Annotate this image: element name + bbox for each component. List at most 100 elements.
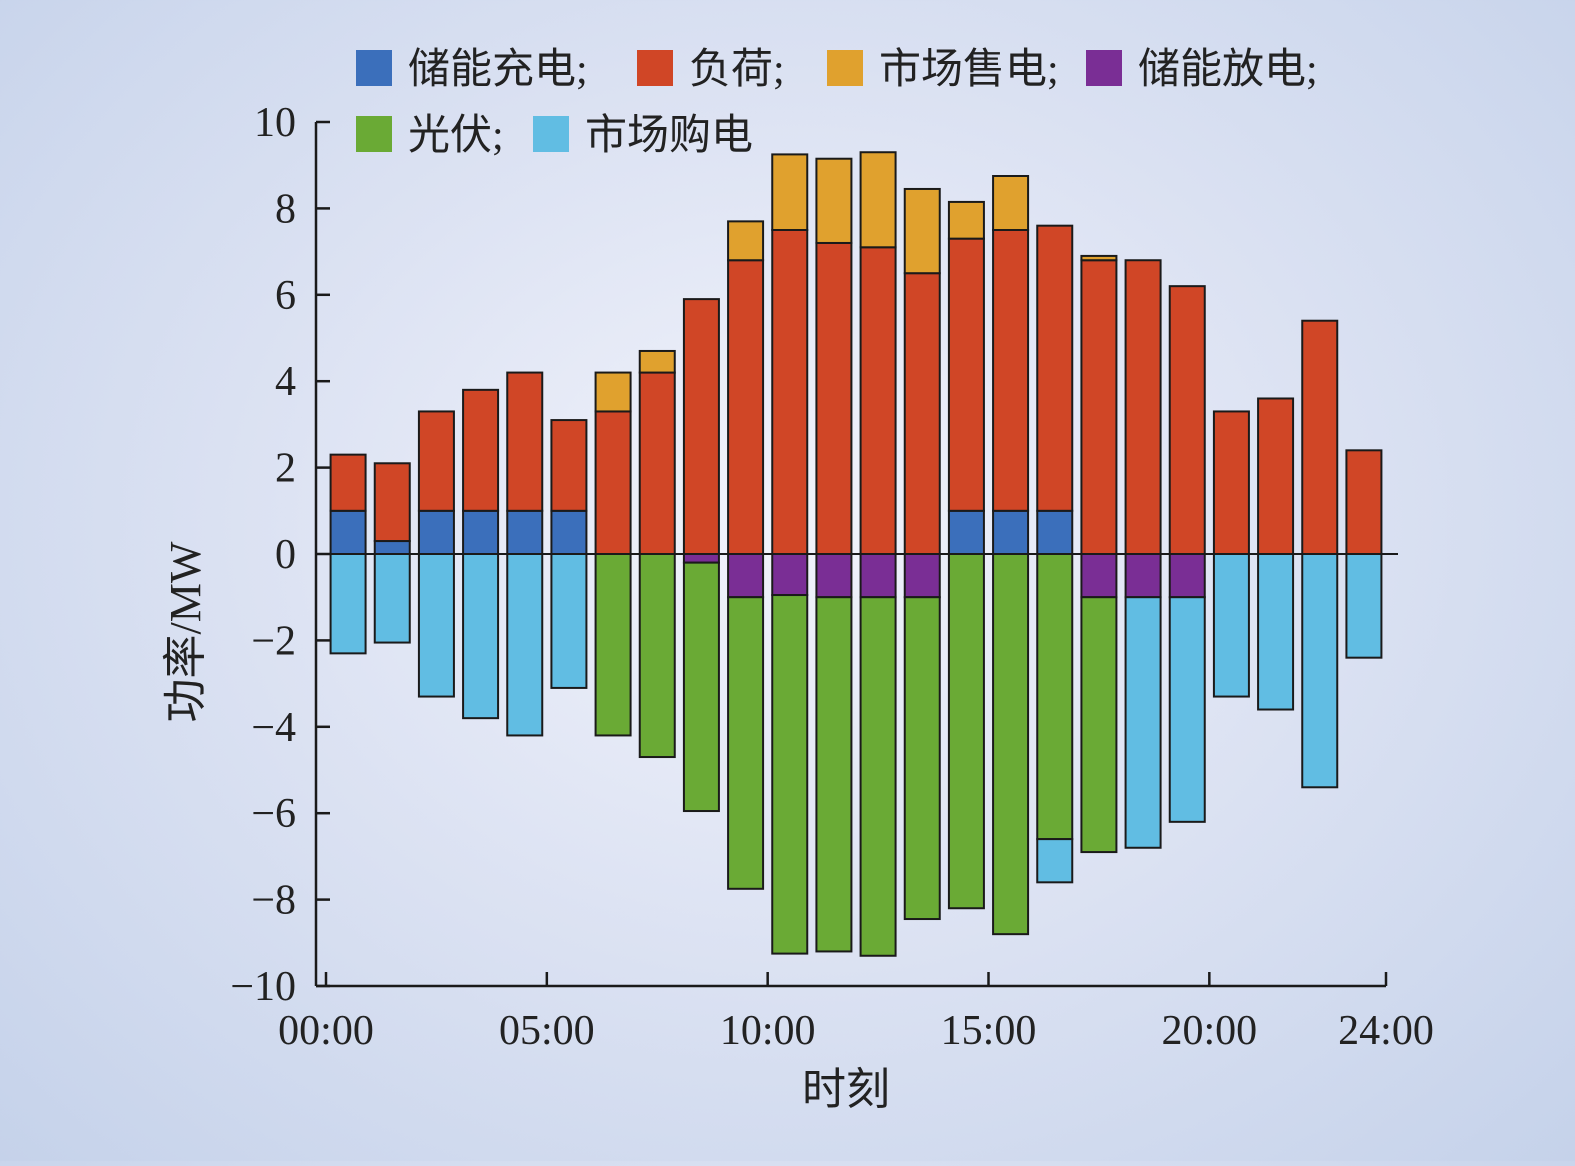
bar-5-hour-14 (903, 596, 941, 921)
bar-6-hour-6 (550, 553, 588, 689)
bar-2-hour-24 (1345, 449, 1383, 556)
bar-4-hour-20 (1168, 553, 1206, 599)
x-tick-label: 15:00 (941, 1008, 1037, 1054)
bar-3-hour-8 (638, 349, 676, 374)
legend-label-3: 市场售电; (879, 46, 1059, 93)
bar-4-hour-10 (727, 553, 765, 599)
bar-4-hour-12 (815, 553, 853, 599)
bar-2-hour-13 (859, 246, 897, 555)
bar-5-hour-15 (947, 553, 985, 910)
bar-6-hour-20 (1168, 596, 1206, 823)
bars-layer (329, 151, 1383, 957)
bar-2-hour-22 (1257, 397, 1295, 556)
bar-2-hour-12 (815, 241, 853, 556)
bar-2-hour-7 (594, 410, 632, 555)
y-tick-label: 4 (275, 359, 296, 405)
bar-1-hour-3 (417, 509, 455, 555)
x-axis-title: 时刻 (802, 1065, 890, 1114)
bar-6-hour-17 (1036, 838, 1074, 884)
y-tick-label: −4 (251, 705, 296, 751)
bar-1-hour-15 (947, 509, 985, 555)
bar-2-hour-11 (771, 229, 809, 555)
legend-swatch-5 (356, 116, 392, 152)
bar-5-hour-17 (1036, 553, 1074, 841)
bar-3-hour-11 (771, 153, 809, 231)
legend-label-1: 储能充电; (408, 47, 588, 93)
y-tick-label: 8 (275, 186, 296, 232)
bar-4-hour-13 (859, 553, 897, 599)
bar-2-hour-2 (373, 462, 411, 543)
bar-5-hour-8 (638, 553, 676, 759)
bar-4-hour-18 (1080, 553, 1118, 599)
bar-3-hour-18 (1080, 254, 1118, 262)
y-tick-label: 6 (275, 273, 296, 319)
bar-3-hour-13 (859, 151, 897, 249)
bar-1-hour-6 (550, 509, 588, 555)
y-tick-label: 2 (275, 446, 296, 492)
legend-swatch-1 (356, 50, 392, 86)
bar-6-hour-2 (373, 553, 411, 644)
y-tick-label: −2 (251, 618, 296, 664)
bar-5-hour-7 (594, 553, 632, 737)
bar-1-hour-2 (373, 540, 411, 555)
bar-3-hour-15 (947, 200, 985, 240)
bar-4-hour-11 (771, 553, 809, 597)
x-tick-label: 00:00 (278, 1008, 374, 1054)
y-tick-label: −10 (230, 964, 296, 1010)
y-axis-title: 功率/MW (161, 541, 210, 722)
bar-2-hour-5 (506, 371, 544, 512)
bar-2-hour-19 (1124, 259, 1162, 555)
bar-2-hour-9 (682, 298, 720, 555)
bar-6-hour-21 (1212, 553, 1250, 698)
bar-1-hour-17 (1036, 509, 1074, 555)
bar-2-hour-18 (1080, 259, 1118, 555)
bar-5-hour-18 (1080, 596, 1118, 854)
bar-5-hour-12 (815, 596, 853, 953)
bar-1-hour-5 (506, 509, 544, 555)
legend: 储能充电; 负荷; 市场售电; 储能放电; 光伏; 市场购电 (356, 46, 1318, 159)
bar-4-hour-14 (903, 553, 941, 599)
bar-6-hour-23 (1301, 553, 1339, 789)
bar-3-hour-12 (815, 157, 853, 244)
bar-3-hour-7 (594, 371, 632, 413)
bar-5-hour-16 (992, 553, 1030, 936)
bar-2-hour-1 (329, 453, 367, 512)
y-tick-label: −8 (251, 878, 296, 924)
x-tick-label: 24:00 (1338, 1008, 1434, 1054)
x-tick-label: 10:00 (720, 1008, 816, 1054)
bar-2-hour-16 (992, 229, 1030, 512)
bar-5-hour-9 (682, 561, 720, 813)
bar-1-hour-1 (329, 509, 367, 555)
bar-2-hour-14 (903, 272, 941, 555)
bar-5-hour-11 (771, 594, 809, 955)
bar-2-hour-3 (417, 410, 455, 512)
legend-swatch-3 (827, 50, 863, 86)
bar-3-hour-16 (992, 175, 1030, 231)
bar-6-hour-22 (1257, 553, 1295, 711)
legend-label-5: 光伏; (408, 113, 504, 159)
bar-6-hour-1 (329, 553, 367, 655)
bar-3-hour-14 (903, 187, 941, 275)
bar-6-hour-5 (506, 553, 544, 737)
bar-4-hour-9 (682, 553, 720, 564)
x-tick-label: 20:00 (1161, 1008, 1257, 1054)
legend-swatch-2 (637, 50, 673, 86)
bar-5-hour-10 (727, 596, 765, 890)
bar-6-hour-24 (1345, 553, 1383, 659)
bar-2-hour-4 (462, 388, 500, 512)
legend-swatch-6 (533, 116, 569, 152)
bar-2-hour-20 (1168, 285, 1206, 555)
bar-6-hour-3 (417, 553, 455, 698)
bar-6-hour-4 (462, 553, 500, 720)
bar-6-hour-19 (1124, 596, 1162, 849)
bar-1-hour-16 (992, 509, 1030, 555)
bar-2-hour-10 (727, 259, 765, 555)
bar-3-hour-10 (727, 220, 765, 262)
legend-label-6: 市场购电 (585, 112, 753, 159)
bar-2-hour-15 (947, 237, 985, 512)
legend-swatch-4 (1086, 50, 1122, 86)
bar-4-hour-19 (1124, 553, 1162, 599)
